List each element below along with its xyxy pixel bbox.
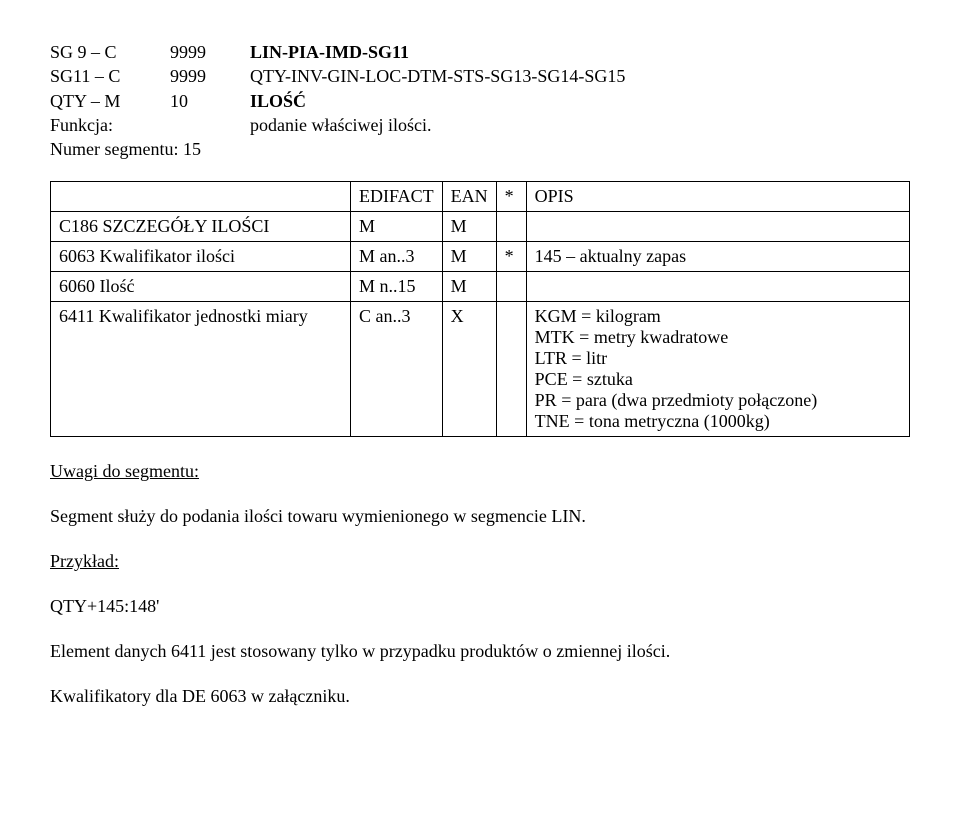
- cell-a: M n..15: [351, 272, 443, 302]
- cell-a: M an..3: [351, 242, 443, 272]
- table-head-row: EDIFACT EAN * OPIS: [51, 182, 910, 212]
- hdr-r2-c3: QTY-INV-GIN-LOC-DTM-STS-SG13-SG14-SG15: [250, 64, 910, 88]
- header-block: SG 9 – C 9999 LIN-PIA-IMD-SG11 SG11 – C …: [50, 40, 910, 161]
- cell-b: M: [442, 272, 496, 302]
- cell-desc: [526, 212, 909, 242]
- th-b: EAN: [442, 182, 496, 212]
- hdr-r4-value: podanie właściwej ilości.: [250, 113, 431, 137]
- hdr-r4-label: Funkcja:: [50, 113, 250, 137]
- hdr-r3-c3: ILOŚĆ: [250, 89, 910, 113]
- hdr-r5-label: Numer segmentu: 15: [50, 137, 250, 161]
- paragraph-1: Segment służy do podania ilości towaru w…: [50, 506, 910, 527]
- cell-desc: [526, 272, 909, 302]
- paragraph-3: Element danych 6411 jest stosowany tylko…: [50, 641, 910, 662]
- hdr-r1-c2: 9999: [170, 40, 250, 64]
- details-table: EDIFACT EAN * OPIS C186 SZCZEGÓŁY ILOŚCI…: [50, 181, 910, 437]
- table-row: 6063 Kwalifikator ilości M an..3 M * 145…: [51, 242, 910, 272]
- paragraph-4: Kwalifikatory dla DE 6063 w załączniku.: [50, 686, 910, 707]
- header-row-5: Numer segmentu: 15: [50, 137, 910, 161]
- th-a: EDIFACT: [351, 182, 443, 212]
- cell-a: C an..3: [351, 302, 443, 437]
- uwagi-title: Uwagi do segmentu:: [50, 461, 910, 482]
- table-row: C186 SZCZEGÓŁY ILOŚCI M M: [51, 212, 910, 242]
- cell-b: M: [442, 212, 496, 242]
- paragraph-2: QTY+145:148': [50, 596, 910, 617]
- hdr-r3-c1: QTY – M: [50, 89, 170, 113]
- th-c: *: [496, 182, 526, 212]
- header-row-2: SG11 – C 9999 QTY-INV-GIN-LOC-DTM-STS-SG…: [50, 64, 910, 88]
- hdr-r2-c2: 9999: [170, 64, 250, 88]
- cell-a: M: [351, 212, 443, 242]
- hdr-r2-c1: SG11 – C: [50, 64, 170, 88]
- cell-b: X: [442, 302, 496, 437]
- cell-label: 6060 Ilość: [51, 272, 351, 302]
- header-row-4: Funkcja: podanie właściwej ilości.: [50, 113, 910, 137]
- hdr-r1-c1: SG 9 – C: [50, 40, 170, 64]
- cell-label: C186 SZCZEGÓŁY ILOŚCI: [51, 212, 351, 242]
- table-row: 6060 Ilość M n..15 M: [51, 272, 910, 302]
- cell-label: 6063 Kwalifikator ilości: [51, 242, 351, 272]
- cell-label: 6411 Kwalifikator jednostki miary: [51, 302, 351, 437]
- header-row-3: QTY – M 10 ILOŚĆ: [50, 89, 910, 113]
- cell-c: [496, 272, 526, 302]
- hdr-r1-c3: LIN-PIA-IMD-SG11: [250, 40, 910, 64]
- cell-c: *: [496, 242, 526, 272]
- table-row: 6411 Kwalifikator jednostki miary C an..…: [51, 302, 910, 437]
- hdr-r3-c2: 10: [170, 89, 250, 113]
- th-label: [51, 182, 351, 212]
- cell-b: M: [442, 242, 496, 272]
- th-desc: OPIS: [526, 182, 909, 212]
- cell-desc: 145 – aktualny zapas: [526, 242, 909, 272]
- przyklad-title: Przykład:: [50, 551, 119, 571]
- cell-c: [496, 212, 526, 242]
- cell-c: [496, 302, 526, 437]
- cell-desc: KGM = kilogram MTK = metry kwadratowe LT…: [526, 302, 909, 437]
- header-row-1: SG 9 – C 9999 LIN-PIA-IMD-SG11: [50, 40, 910, 64]
